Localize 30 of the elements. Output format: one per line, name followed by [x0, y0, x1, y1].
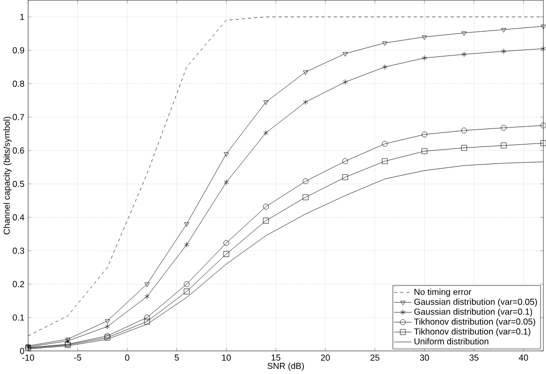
x-tick-label: 5	[174, 354, 179, 361]
legend-label: Uniform distribution	[414, 338, 488, 344]
legend-label: Gaussian distribution (var=0.1)	[414, 308, 532, 316]
y-tick-label: 0.4	[12, 214, 24, 220]
x-tick-label: 40	[518, 354, 528, 361]
y-tick-label: 0.2	[12, 280, 24, 288]
legend-label: Tikhonov distribution (var=0.05)	[414, 318, 536, 326]
y-tick-label: 0.8	[12, 80, 24, 87]
x-tick-label: 15	[272, 354, 280, 361]
legend-label: No timing error	[414, 288, 472, 297]
x-tick-label: 25	[370, 354, 380, 361]
x-tick-label: 30	[420, 354, 429, 361]
y-tick-label: 0.9	[12, 47, 24, 54]
x-axis-title: SNR (dB)	[268, 362, 304, 371]
legend-label: Gaussian distribution (var=0.05)	[414, 298, 537, 307]
y-tick-label: 1	[20, 14, 24, 20]
legend-label: Tikhonov distribution (var=0.1)	[414, 328, 530, 336]
y-tick-label: 0.3	[12, 248, 24, 254]
x-tick-label: 10	[222, 354, 231, 361]
x-tick-label: 0	[125, 354, 130, 361]
y-tick-label: 0.1	[12, 314, 24, 321]
y-tick-label: 0	[20, 348, 24, 354]
y-tick-label: 0.6	[12, 147, 24, 154]
x-tick-label: 20	[320, 354, 330, 361]
y-tick-label: 0.5	[12, 180, 24, 187]
y-tick-label: 0.7	[12, 114, 24, 120]
y-axis-title: Channel capacity (bits/symbol)	[3, 116, 12, 234]
x-tick-label: 35	[469, 354, 478, 361]
x-tick-label: -5	[74, 354, 82, 361]
x-tick-label: -10	[22, 354, 34, 361]
